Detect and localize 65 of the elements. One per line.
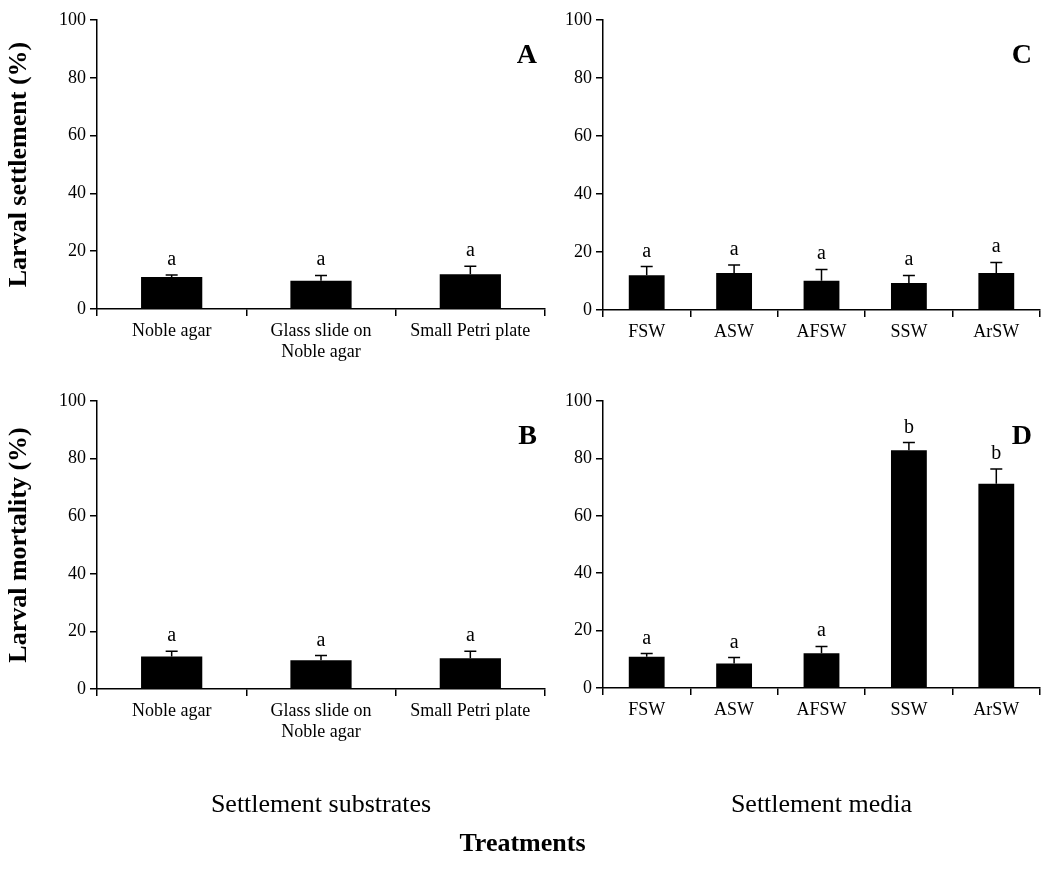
- y-tick-label: 80: [574, 66, 592, 87]
- x-tick-label: Glass slide on Noble agar: [270, 699, 372, 742]
- y-tick-label: 20: [574, 619, 592, 640]
- y-tick-label: 60: [68, 504, 86, 525]
- annotation: b: [903, 414, 914, 437]
- y-tick-label: 80: [68, 66, 86, 87]
- y-tick-label: 100: [565, 389, 592, 410]
- annotation: a: [642, 238, 652, 261]
- y-tick-label: 80: [68, 447, 86, 468]
- x-tick-label: SSW: [890, 320, 928, 341]
- y-axis-title: Larval mortality (%): [3, 427, 33, 663]
- y-tick-label: 60: [574, 124, 592, 145]
- text: B: [518, 419, 537, 451]
- annotation: a: [642, 625, 652, 648]
- y-tick-label: 0: [77, 297, 86, 318]
- x-tick-label: SSW: [890, 698, 928, 719]
- x-tick-label: ArSW: [973, 320, 1020, 341]
- text: D: [1011, 419, 1032, 451]
- y-tick-label: 80: [574, 447, 592, 468]
- y-tick-label: 40: [68, 562, 86, 583]
- x-axis-title: Settlement media: [730, 789, 913, 819]
- y-tick-label: 100: [565, 8, 592, 29]
- x-tick-label: Noble agar: [131, 319, 212, 340]
- x-tick-label: Glass slide on Noble agar: [270, 319, 372, 362]
- y-tick-label: 20: [68, 620, 86, 641]
- y-tick-label: 100: [59, 389, 86, 410]
- annotation: a: [817, 618, 827, 641]
- annotation: a: [904, 247, 914, 270]
- x-tick-label: Noble agar: [131, 699, 212, 720]
- annotation: a: [465, 238, 475, 261]
- annotation: a: [817, 241, 827, 264]
- x-tick-label: Small Petri plate: [410, 319, 531, 340]
- text: A: [516, 38, 538, 70]
- annotation: a: [729, 629, 739, 652]
- text: C: [1011, 38, 1032, 70]
- y-tick-label: 100: [59, 8, 86, 29]
- x-tick-label: ASW: [714, 698, 755, 719]
- annotation: a: [167, 623, 177, 646]
- y-tick-label: 20: [68, 239, 86, 260]
- annotation: a: [167, 246, 177, 269]
- y-tick-label: 40: [574, 561, 592, 582]
- y-tick-label: 0: [77, 677, 86, 698]
- y-axis-title: Larval settlement (%): [3, 41, 33, 288]
- y-tick-label: 0: [583, 676, 592, 697]
- annotation: b: [991, 441, 1002, 464]
- x-tick-label: AFSW: [796, 698, 847, 719]
- x-tick-label: ASW: [714, 320, 755, 341]
- text: Treatments: [458, 828, 587, 858]
- x-tick-label: FSW: [628, 320, 666, 341]
- annotation: a: [465, 623, 475, 646]
- annotation: a: [316, 247, 326, 270]
- annotation: a: [316, 627, 326, 650]
- y-tick-label: 0: [583, 298, 592, 319]
- y-tick-label: 60: [574, 504, 592, 525]
- y-tick-label: 40: [68, 182, 86, 203]
- x-tick-label: ArSW: [973, 698, 1020, 719]
- x-tick-label: Small Petri plate: [410, 699, 531, 720]
- y-tick-label: 40: [574, 182, 592, 203]
- x-tick-label: FSW: [628, 698, 666, 719]
- y-tick-label: 20: [574, 240, 592, 261]
- annotation: a: [729, 237, 739, 260]
- annotation: a: [991, 234, 1001, 257]
- x-tick-label: AFSW: [796, 320, 847, 341]
- x-axis-title: Settlement substrates: [210, 789, 432, 819]
- y-tick-label: 60: [68, 124, 86, 145]
